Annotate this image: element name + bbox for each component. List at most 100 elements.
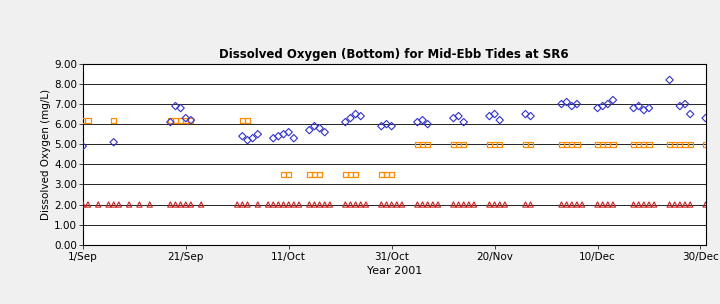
Limit Level <box>360 202 372 207</box>
SR6 <box>664 78 675 82</box>
SR6 <box>685 112 696 116</box>
Limit Level <box>175 202 186 207</box>
SR6 <box>304 128 315 133</box>
Limit Level <box>237 202 248 207</box>
SR6 <box>283 130 294 135</box>
Limit Level <box>453 202 464 207</box>
Limit Level <box>468 202 480 207</box>
Action Level <box>242 118 253 123</box>
Limit Level <box>165 202 176 207</box>
SR6 <box>556 102 567 106</box>
Limit Level <box>262 202 274 207</box>
SR6 <box>108 140 120 145</box>
Limit Level <box>134 202 145 207</box>
Point <box>422 142 433 147</box>
SR6 <box>566 104 577 109</box>
Limit Level <box>448 202 459 207</box>
Point <box>453 142 464 147</box>
Action Level <box>82 118 94 123</box>
Limit Level <box>170 202 181 207</box>
Limit Level <box>432 202 444 207</box>
Point <box>412 142 423 147</box>
SR6 <box>319 130 330 135</box>
Limit Level <box>628 202 639 207</box>
Limit Level <box>494 202 505 207</box>
Limit Level <box>77 202 89 207</box>
Limit Level <box>607 202 618 207</box>
Point <box>278 172 289 177</box>
Limit Level <box>520 202 531 207</box>
Point <box>561 142 572 147</box>
Limit Level <box>602 202 613 207</box>
Limit Level <box>242 202 253 207</box>
Limit Level <box>561 202 572 207</box>
SR6 <box>170 104 181 109</box>
SR6 <box>458 120 469 125</box>
Point <box>458 142 469 147</box>
SR6 <box>345 116 356 120</box>
SR6 <box>376 124 387 129</box>
Point <box>669 142 680 147</box>
Limit Level <box>576 202 588 207</box>
Limit Level <box>185 202 197 207</box>
Action Level <box>175 118 186 123</box>
Limit Level <box>412 202 423 207</box>
Limit Level <box>489 202 500 207</box>
SR6 <box>679 102 690 106</box>
Point <box>386 172 397 177</box>
SR6 <box>633 104 644 109</box>
SR6 <box>525 114 536 119</box>
Limit Level <box>304 202 315 207</box>
SR6 <box>309 124 320 129</box>
Limit Level <box>324 202 336 207</box>
SR6 <box>561 100 572 105</box>
SR6 <box>165 120 176 125</box>
Limit Level <box>427 202 438 207</box>
Limit Level <box>180 202 192 207</box>
Limit Level <box>113 202 125 207</box>
Limit Level <box>319 202 330 207</box>
Point <box>700 142 711 147</box>
SR6 <box>350 112 361 116</box>
Point <box>566 142 577 147</box>
SR6 <box>340 120 351 125</box>
Limit Level <box>195 202 207 207</box>
Limit Level <box>273 202 284 207</box>
SR6 <box>422 122 433 126</box>
Point <box>381 172 392 177</box>
Point <box>592 142 603 147</box>
SR6 <box>453 114 464 119</box>
Limit Level <box>231 202 243 207</box>
SR6 <box>278 132 289 136</box>
SR6 <box>412 120 423 125</box>
Limit Level <box>355 202 366 207</box>
Limit Level <box>458 202 469 207</box>
Point <box>484 142 495 147</box>
SR6 <box>77 144 89 149</box>
Action Level <box>185 118 197 123</box>
Y-axis label: Dissolved Oxygen (mg/L): Dissolved Oxygen (mg/L) <box>42 89 51 220</box>
Point <box>607 142 618 147</box>
Limit Level <box>685 202 696 207</box>
Point <box>597 142 608 147</box>
SR6 <box>592 105 603 110</box>
SR6 <box>448 116 459 120</box>
Point <box>679 142 690 147</box>
Action Level <box>180 118 192 123</box>
SR6 <box>314 126 325 131</box>
SR6 <box>185 118 197 123</box>
Limit Level <box>283 202 294 207</box>
Point <box>602 142 613 147</box>
Limit Level <box>700 202 711 207</box>
SR6 <box>180 116 192 120</box>
Point <box>448 142 459 147</box>
Limit Level <box>309 202 320 207</box>
Point <box>664 142 675 147</box>
Limit Level <box>396 202 408 207</box>
Limit Level <box>391 202 402 207</box>
Point <box>525 142 536 147</box>
Limit Level <box>643 202 654 207</box>
Limit Level <box>571 202 582 207</box>
Limit Level <box>345 202 356 207</box>
SR6 <box>638 108 649 112</box>
